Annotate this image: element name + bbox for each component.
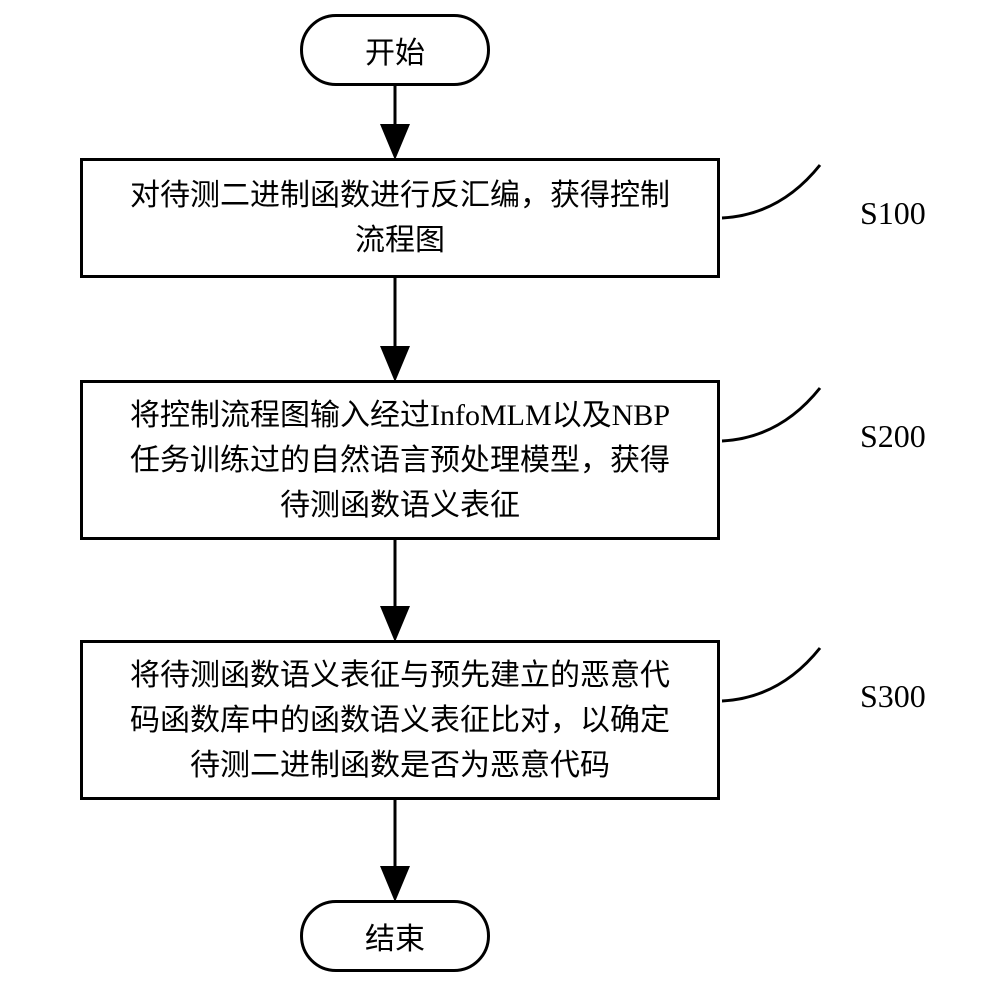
flowchart-canvas: 开始 对待测二进制函数进行反汇编，获得控制 流程图 S100 将控制流程图输入经… [0, 0, 997, 1000]
edges-layer [0, 0, 997, 1000]
